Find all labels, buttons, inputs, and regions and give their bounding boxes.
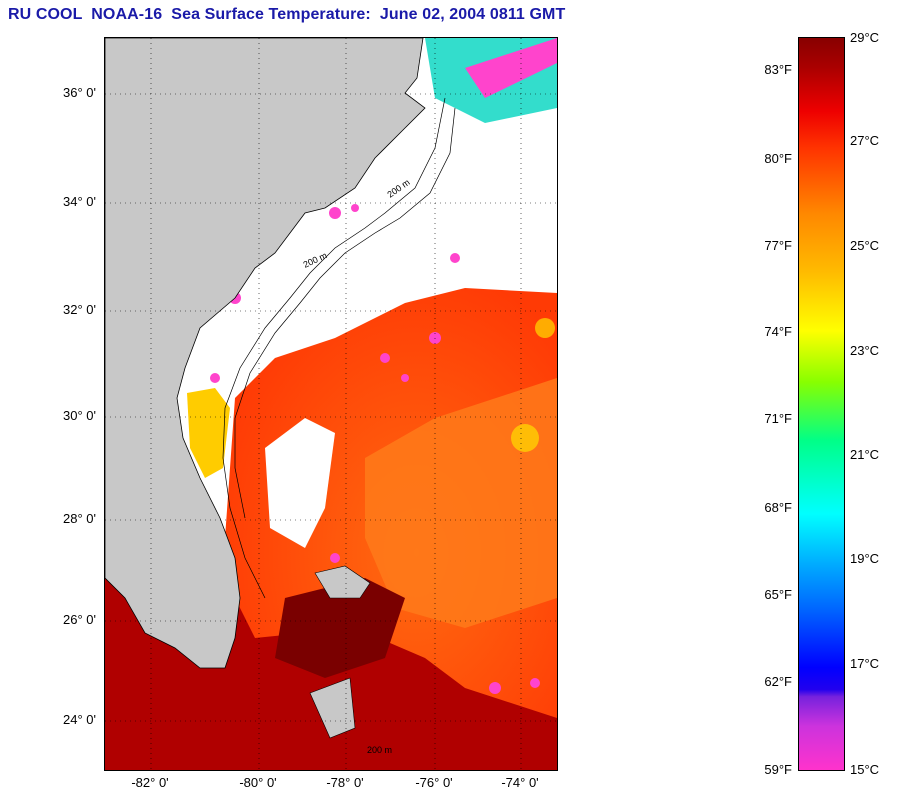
colorbar-fahrenheit-label: 68°F <box>764 500 792 515</box>
cloud-patch <box>265 418 335 548</box>
lat-label: 34° 0' <box>63 194 96 209</box>
lon-label: -82° 0' <box>131 775 169 790</box>
sst-map: 200 m 200 m 200 m <box>104 37 558 771</box>
lat-label: 32° 0' <box>63 302 96 317</box>
colorbar-fahrenheit-label: 80°F <box>764 151 792 166</box>
colorbar-celsius-label: 15°C <box>850 762 880 777</box>
colorbar-celsius-label: 21°C <box>850 447 880 462</box>
lat-label: 30° 0' <box>63 408 96 423</box>
lon-label: -76° 0' <box>415 775 453 790</box>
colorbar-celsius-label: 17°C <box>850 656 880 671</box>
land-keys-island <box>314 565 371 599</box>
colorbar-fahrenheit-label: 65°F <box>764 587 792 602</box>
colorbar-fahrenheit-label: 62°F <box>764 674 792 689</box>
colorbar-celsius-label: 23°C <box>850 343 880 358</box>
sst-map-canvas: 200 m 200 m 200 m <box>105 38 557 770</box>
lon-label: -78° 0' <box>326 775 364 790</box>
lat-label: 26° 0' <box>63 612 96 627</box>
warm-eddy-patches <box>511 318 555 452</box>
colorbar <box>798 37 845 771</box>
colorbar-celsius-label: 19°C <box>850 551 880 566</box>
lon-label: -74° 0' <box>501 775 539 790</box>
colorbar-fahrenheit-label: 77°F <box>764 238 792 253</box>
colorbar-celsius-label: 25°C <box>850 238 880 253</box>
graticule <box>105 38 557 770</box>
gulf-stream <box>365 378 557 628</box>
cool-shelf-water <box>187 388 230 478</box>
lat-label: 24° 0' <box>63 712 96 727</box>
lat-label: 36° 0' <box>63 85 96 100</box>
lon-label: -80° 0' <box>239 775 277 790</box>
colorbar-celsius-label: 29°C <box>850 30 880 45</box>
isobath-contours <box>222 97 456 599</box>
land-bahamas <box>309 677 356 739</box>
page-title: RU COOL NOAA-16 Sea Surface Temperature:… <box>8 6 566 23</box>
colorbar-fahrenheit-label: 74°F <box>764 324 792 339</box>
colorbar-fahrenheit-label: 83°F <box>764 62 792 77</box>
land-mainland <box>105 38 426 669</box>
colorbar-celsius-label: 27°C <box>850 133 880 148</box>
colorbar-fahrenheit-label: 71°F <box>764 411 792 426</box>
cold-water-north-pink <box>465 38 557 98</box>
hot-water-keys <box>275 578 405 678</box>
isobath-label: 200 m <box>367 745 392 755</box>
colorbar-fahrenheit-label: 59°F <box>764 762 792 777</box>
lat-label: 28° 0' <box>63 511 96 526</box>
